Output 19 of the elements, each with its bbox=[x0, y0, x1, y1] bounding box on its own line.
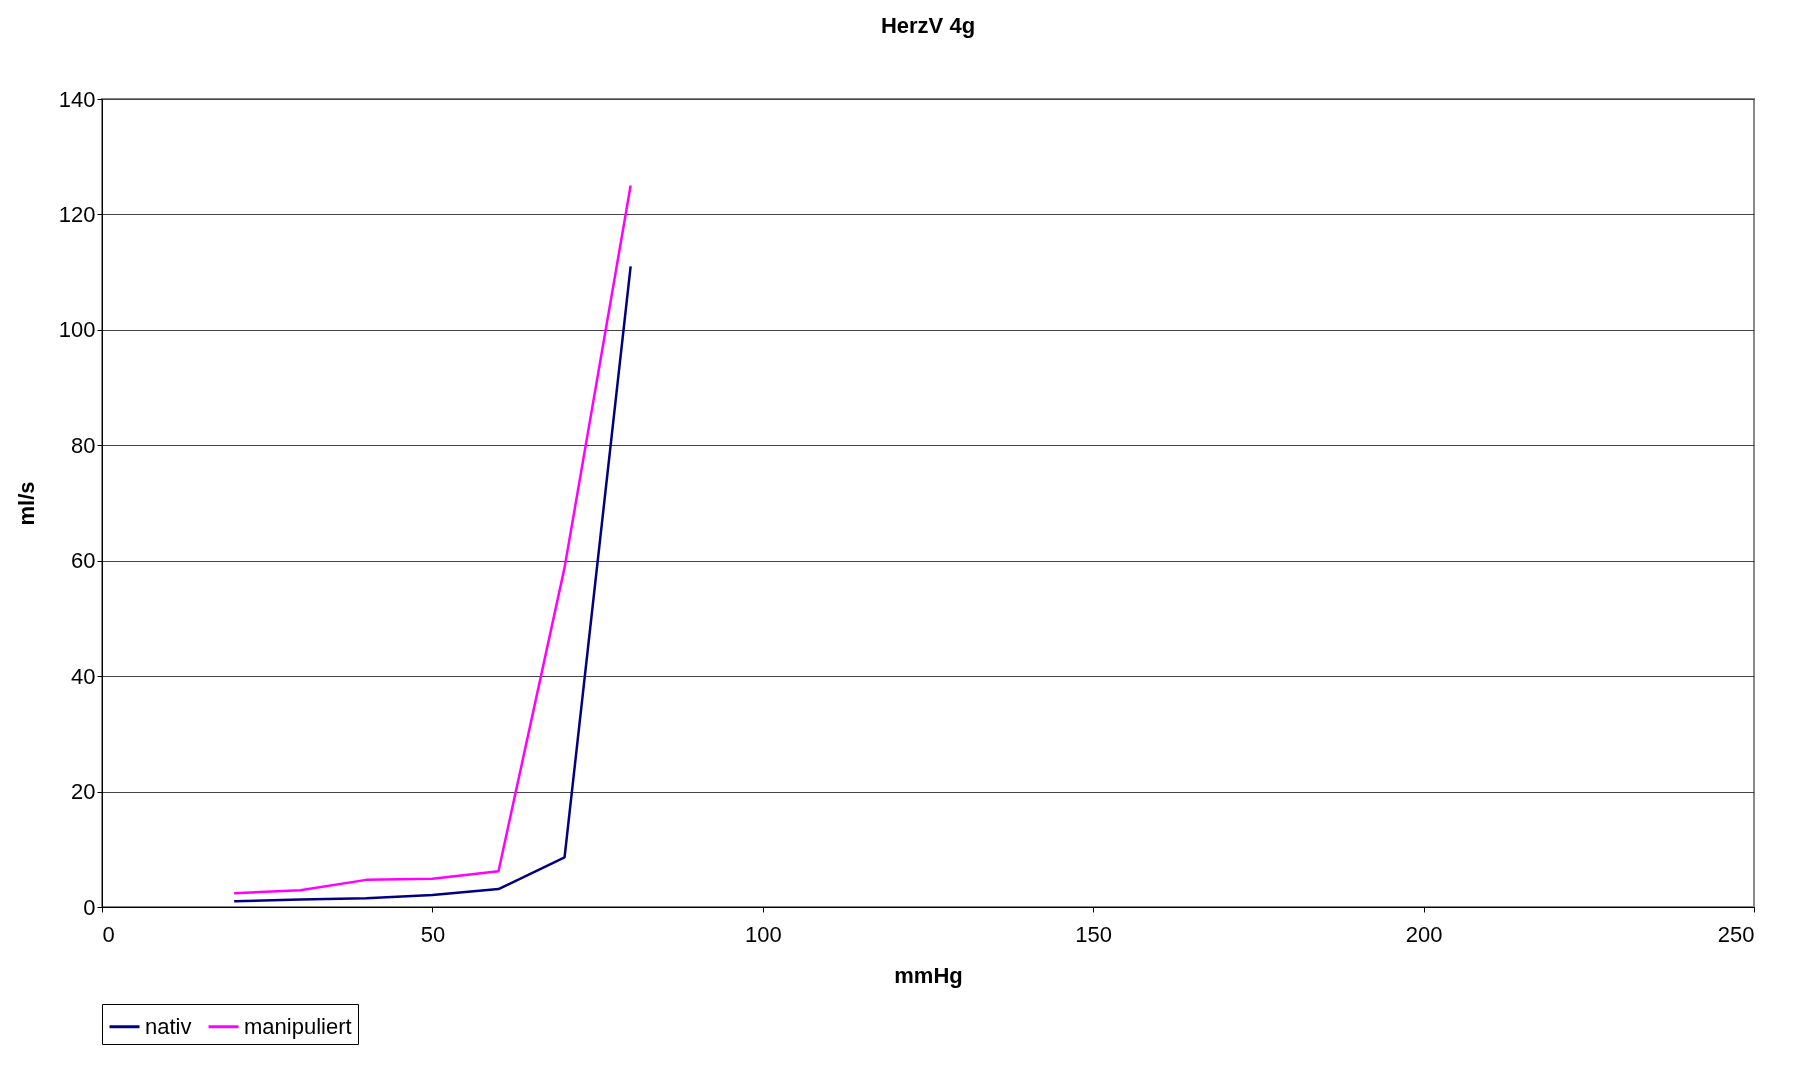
y-axis-title: ml/s bbox=[13, 481, 39, 526]
x-tick-label: 200 bbox=[1405, 921, 1443, 947]
y-tick-label: 60 bbox=[71, 548, 96, 574]
legend-label: nativ bbox=[145, 1013, 192, 1039]
x-tick-label: 100 bbox=[744, 921, 782, 947]
x-tick-label: 150 bbox=[1075, 921, 1113, 947]
y-tick-label: 20 bbox=[71, 779, 96, 805]
x-tick-label: 0 bbox=[102, 921, 115, 947]
legend-label: manipuliert bbox=[244, 1013, 352, 1039]
chart-title: HerzV 4g bbox=[880, 13, 976, 38]
y-tick-label: 100 bbox=[58, 317, 96, 343]
x-tick-label: 50 bbox=[420, 921, 446, 947]
y-tick-label: 0 bbox=[83, 894, 96, 920]
y-tick-label: 140 bbox=[58, 86, 96, 112]
x-axis-title: mmHg bbox=[894, 962, 963, 988]
y-tick-label: 40 bbox=[71, 663, 96, 689]
x-tick-label: 250 bbox=[1717, 921, 1755, 947]
y-tick-label: 120 bbox=[58, 201, 96, 227]
y-tick-label: 80 bbox=[71, 432, 96, 458]
